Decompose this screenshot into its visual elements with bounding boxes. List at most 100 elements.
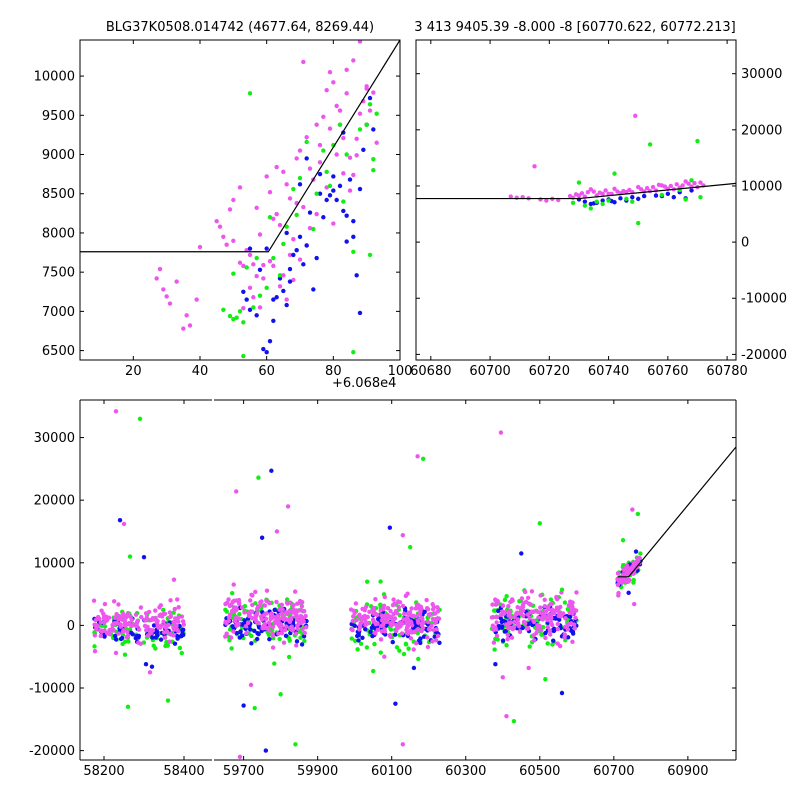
data-point-magenta — [270, 624, 276, 629]
data-point-magenta — [385, 605, 391, 611]
data-point-blue — [689, 188, 694, 193]
data-point-magenta — [261, 276, 266, 281]
data-point-magenta — [356, 613, 362, 618]
data-point-magenta — [331, 221, 336, 226]
data-point-green — [371, 157, 376, 162]
data-point-magenta — [490, 623, 496, 628]
data-point-magenta — [229, 609, 235, 614]
data-point-green — [126, 639, 131, 644]
data-point-magenta — [415, 626, 421, 632]
data-point-magenta — [277, 222, 283, 228]
y-tick-label: -10000 — [29, 682, 75, 697]
data-point-green — [287, 638, 292, 643]
data-point-green — [364, 579, 370, 584]
data-point-green — [504, 593, 509, 599]
data-point-magenta — [233, 619, 238, 624]
data-point-magenta — [257, 232, 263, 237]
data-point-magenta — [624, 189, 629, 195]
data-point-magenta — [508, 194, 514, 199]
data-point-magenta — [616, 593, 621, 598]
data-point-magenta — [698, 180, 703, 185]
data-point-magenta — [549, 607, 554, 613]
data-point-magenta — [571, 622, 577, 627]
data-point-magenta — [495, 600, 501, 605]
data-point-magenta — [394, 610, 400, 616]
data-point-magenta — [341, 171, 346, 176]
data-point-green — [594, 199, 599, 204]
data-point-magenta — [231, 629, 236, 634]
data-point-magenta — [300, 627, 305, 632]
data-point-magenta — [113, 650, 119, 656]
data-point-magenta — [277, 284, 283, 289]
data-point-magenta — [540, 617, 545, 622]
x-tick-label: 59700 — [223, 764, 264, 779]
data-point-blue — [294, 639, 300, 644]
x-tick-label: 60700 — [469, 364, 510, 379]
data-point-magenta — [256, 620, 261, 626]
data-point-magenta — [164, 629, 170, 634]
data-point-magenta — [187, 323, 193, 328]
data-point-blue — [493, 662, 498, 667]
data-point-magenta — [543, 635, 548, 641]
data-point-blue — [304, 243, 309, 248]
data-point-blue — [299, 642, 305, 647]
data-point-magenta — [362, 613, 368, 619]
data-point-magenta — [489, 615, 495, 620]
data-point-magenta — [506, 609, 512, 614]
data-point-magenta — [102, 614, 107, 619]
data-point-magenta — [574, 590, 579, 595]
points-top-right — [508, 113, 706, 226]
data-point-magenta — [362, 607, 368, 613]
x-tick-label: 60100 — [371, 764, 412, 779]
data-point-green — [165, 643, 170, 648]
data-point-magenta — [172, 606, 178, 612]
data-point-magenta — [281, 640, 287, 645]
data-point-magenta — [247, 285, 253, 291]
data-point-blue — [633, 549, 639, 554]
data-point-magenta — [161, 287, 166, 292]
data-point-magenta — [167, 610, 173, 615]
data-point-magenta — [228, 635, 234, 640]
data-point-blue — [630, 194, 635, 200]
data-point-magenta — [264, 625, 270, 630]
data-point-blue — [284, 302, 289, 308]
data-point-green — [358, 641, 364, 646]
data-point-green — [504, 643, 509, 648]
data-point-green — [294, 212, 299, 218]
data-point-green — [647, 142, 653, 147]
data-point-magenta — [116, 631, 121, 636]
data-point-green — [229, 646, 234, 651]
y-tick-label: 10000 — [34, 556, 75, 571]
data-point-magenta — [102, 601, 108, 607]
data-point-magenta — [166, 622, 171, 628]
data-point-magenta — [136, 627, 142, 632]
data-point-magenta — [538, 593, 543, 598]
data-point-blue — [499, 625, 505, 630]
data-point-magenta — [302, 608, 307, 614]
data-point-magenta — [408, 636, 414, 641]
axes-bottom: 58200 58400 59700 59900 60100 60300 60500 60700… — [29, 399, 737, 779]
data-point-magenta — [114, 612, 119, 617]
data-point-blue — [351, 234, 356, 240]
x-tick-label: 60500 — [519, 764, 560, 779]
data-point-blue — [351, 218, 356, 224]
data-point-magenta — [555, 626, 561, 632]
data-point-magenta — [254, 273, 259, 279]
y-tick-label: 9000 — [42, 148, 75, 163]
x-tick-label: 60680 — [410, 364, 451, 379]
data-point-magenta — [224, 242, 229, 247]
data-point-magenta — [184, 313, 189, 318]
x-tick-label: 60720 — [529, 364, 570, 379]
y-tick-label: 8000 — [42, 226, 75, 241]
data-point-magenta — [174, 623, 179, 629]
data-point-magenta — [515, 617, 521, 622]
data-point-magenta — [519, 596, 525, 601]
data-point-magenta — [334, 103, 339, 109]
data-point-magenta — [567, 610, 573, 615]
data-point-green — [286, 654, 292, 660]
data-point-magenta — [400, 742, 406, 747]
data-point-magenta — [138, 605, 144, 610]
data-point-blue — [304, 156, 309, 161]
data-point-green — [491, 608, 497, 613]
data-point-green — [659, 192, 665, 198]
